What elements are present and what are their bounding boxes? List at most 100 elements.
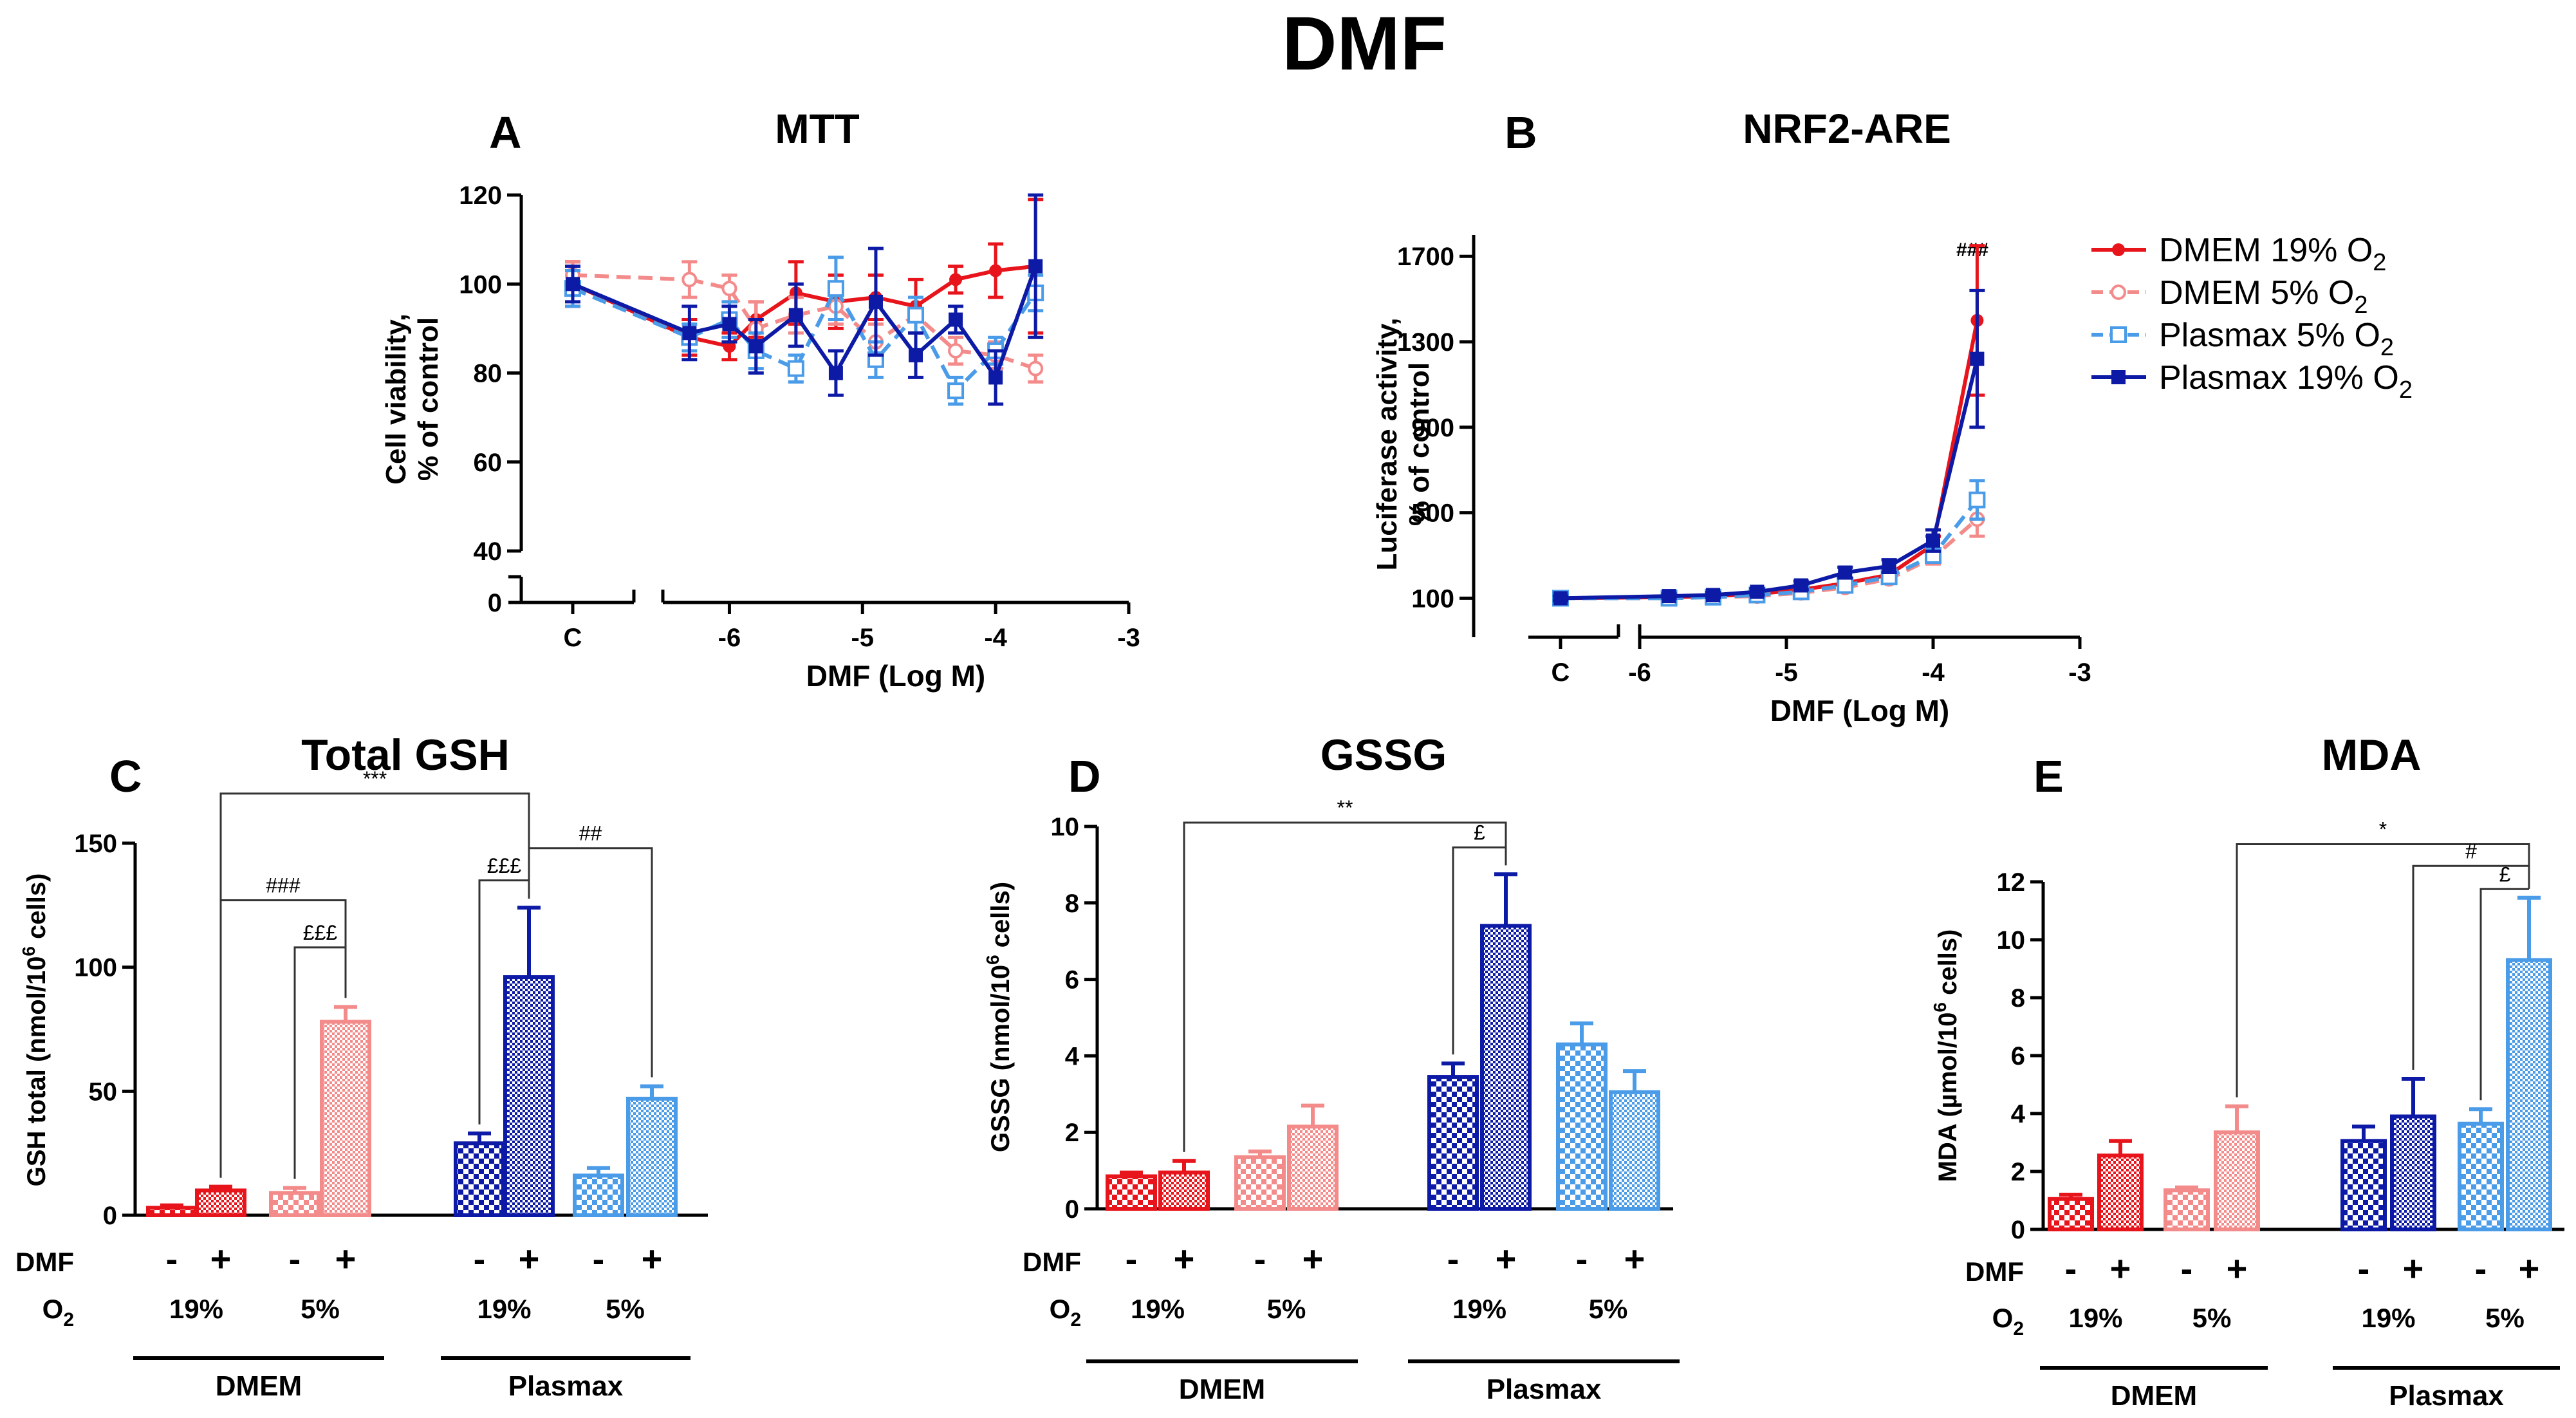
significance-bracket: #	[2412, 839, 2530, 1070]
legend-item-plasmax19: Plasmax 19% O2	[2091, 359, 2413, 404]
x-tick-label: -3	[2068, 658, 2091, 687]
panel-letter: D	[1068, 751, 1101, 801]
y-axis-label: GSSG (nmol/106 cells)	[983, 882, 1015, 1152]
dmf-treatment-sign: -	[474, 1238, 486, 1279]
dmf-treatment-sign: +	[210, 1238, 232, 1279]
y-axis-label-line: % of control	[412, 317, 444, 481]
media-group-label: Plasmax	[1487, 1374, 1602, 1405]
significance-bracket: ##	[528, 822, 653, 1077]
data-point	[721, 281, 737, 297]
bracket-line	[1452, 846, 1507, 1055]
x-tick-label: -5	[851, 624, 874, 652]
y-tick-label: 0	[1065, 1195, 1079, 1224]
bracket-line	[2236, 843, 2530, 1097]
data-point	[788, 308, 803, 322]
significance-label: £	[1474, 821, 1485, 844]
data-point	[949, 312, 963, 327]
data-point	[1028, 360, 1044, 377]
panel-letter: A	[489, 107, 522, 158]
legend-label-text: DMEM 5% O	[2159, 274, 2354, 312]
dmf-treatment-sign: +	[335, 1238, 357, 1279]
o2-row-label: O2	[42, 1294, 74, 1330]
data-point	[1926, 533, 1940, 548]
o2-level-label: 19%	[169, 1294, 223, 1324]
bracket-line	[1183, 821, 1507, 1152]
bar	[2214, 1130, 2260, 1231]
series-line	[1669, 358, 1979, 599]
series-plasmax5	[564, 256, 1044, 406]
chart-title: NRF2-ARE	[1743, 106, 1951, 152]
y-axis-label-part: 6	[983, 955, 1003, 965]
y-tick-label: 6	[2011, 1042, 2025, 1070]
x-tick-label: -4	[1922, 658, 1945, 687]
significance-label: ##	[579, 822, 602, 845]
data-point	[947, 382, 965, 400]
data-point	[948, 342, 964, 359]
o2-level-label: 5%	[301, 1294, 340, 1324]
o2-label-text: O	[42, 1294, 64, 1324]
dmf-treatment-sign: -	[2358, 1248, 2370, 1289]
bar	[1287, 1124, 1339, 1211]
series-line-segment	[1560, 594, 1669, 601]
data-point	[1838, 565, 1853, 580]
chart-title: MTT	[775, 106, 860, 152]
x-tick-label: -3	[1117, 624, 1140, 652]
legend-label: Plasmax 19% O2	[2159, 359, 2413, 404]
bar	[2097, 1153, 2144, 1231]
data-point	[1970, 351, 1985, 366]
bar	[2048, 1197, 2094, 1231]
dmf-row-label: DMF	[15, 1247, 74, 1277]
panel-letter: E	[2034, 751, 2064, 801]
dmf-row-label: DMF	[1965, 1256, 2024, 1287]
bar	[1106, 1174, 1157, 1211]
chart-title: Total GSH	[301, 731, 510, 779]
media-group-label: Plasmax	[508, 1370, 624, 1402]
significance-bracket: **	[1183, 796, 1507, 1152]
legend-item-dmem19: DMEM 19% O2	[2091, 232, 2386, 276]
y-tick-label: 150	[74, 830, 117, 858]
dmf-treatment-sign: +	[519, 1238, 540, 1279]
significance-label: *	[2379, 818, 2387, 841]
chart-title: MDA	[2322, 731, 2422, 779]
data-point	[988, 370, 1003, 385]
o2-label-subscript: 2	[1070, 1309, 1081, 1330]
data-point	[681, 272, 698, 288]
bar	[146, 1206, 198, 1217]
legend-label: Plasmax 5% O2	[2159, 317, 2394, 361]
y-axis-label-part: 6	[19, 946, 39, 956]
dmf-row-label: DMF	[1023, 1247, 1081, 1277]
chart-title: GSSG	[1320, 731, 1447, 779]
panel-letter: C	[109, 751, 142, 801]
y-axis-label: MDA (µmol/106 cells)	[1930, 929, 1962, 1182]
bracket-line	[528, 847, 653, 1077]
y-tick-label: 900	[1411, 414, 1454, 442]
dmf-treatment-sign: +	[1496, 1238, 1517, 1279]
y-tick-label: 60	[474, 449, 503, 477]
media-group-label: DMEM	[216, 1370, 302, 1402]
bar	[1609, 1090, 1660, 1211]
dmf-treatment-sign: -	[593, 1238, 605, 1279]
legend-item-dmem5: DMEM 5% O2	[2091, 274, 2368, 319]
o2-level-label: 5%	[2192, 1303, 2232, 1333]
y-axis-label-part: cells)	[987, 882, 1015, 955]
bracket-line	[293, 946, 347, 1179]
bar	[1480, 924, 1532, 1211]
y-axis-label-line: Luciferase activity,	[1371, 318, 1403, 571]
data-point	[1662, 589, 1676, 604]
data-point	[682, 326, 697, 341]
dmf-treatment-sign: +	[2519, 1248, 2540, 1289]
dmf-treatment-sign: -	[2181, 1248, 2193, 1289]
data-point	[787, 360, 804, 377]
x-tick-label-control: C	[564, 624, 582, 652]
y-tick-label: 40	[474, 537, 503, 566]
o2-level-label: 19%	[2361, 1303, 2415, 1333]
media-group-label: DMEM	[2111, 1380, 2197, 1412]
y-tick-label: 8	[2011, 984, 2025, 1012]
dmf-treatment-sign: +	[1624, 1238, 1645, 1279]
dmf-treatment-sign: -	[2065, 1248, 2077, 1289]
y-tick-label: 4	[2011, 1100, 2026, 1128]
y-axis-label: Luciferase activity,% of control	[1371, 318, 1435, 571]
y-tick-label: 10	[1997, 926, 2026, 955]
legend-label-subscript: 2	[2354, 292, 2368, 319]
